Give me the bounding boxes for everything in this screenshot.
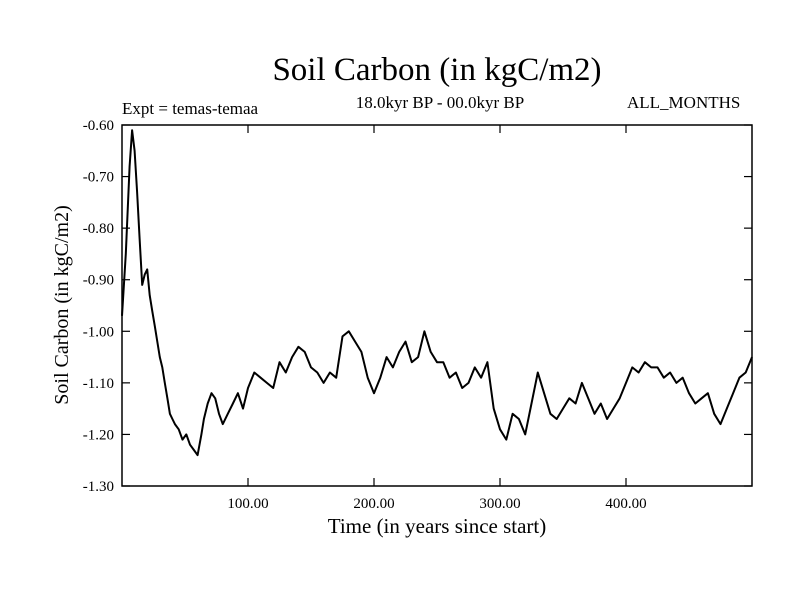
x-tick-label: 300.00: [479, 496, 520, 512]
plot-frame: [121, 124, 753, 487]
y-tick-label: -0.90: [83, 273, 114, 289]
y-axis-label: Soil Carbon (in kgC/m2): [51, 205, 73, 404]
series-line-soil-carbon: [121, 129, 753, 457]
x-tick-label: 100.00: [227, 496, 268, 512]
x-tick-label: 400.00: [605, 496, 646, 512]
x-axis-label: Time (in years since start): [328, 514, 547, 538]
chart-subtitle: 18.0kyr BP - 00.0kyr BP: [355, 93, 525, 112]
x-tick-label: 200.00: [353, 496, 394, 512]
y-tick-label: -0.70: [83, 170, 114, 186]
months-label: ALL_MONTHS: [627, 93, 741, 112]
y-tick-label: -1.00: [83, 324, 114, 340]
y-tick-label: -1.30: [83, 479, 114, 495]
chart-title: Soil Carbon (in kgC/m2): [272, 52, 602, 88]
y-tick-label: -1.10: [83, 376, 114, 392]
y-tick-label: -0.80: [83, 221, 114, 237]
x-axis: 100.00 200.00 300.00 400.00: [227, 125, 647, 512]
y-tick-label: -0.60: [83, 118, 114, 134]
y-tick-label: -1.20: [83, 427, 114, 443]
experiment-label: Expt = temas-temaa: [122, 99, 259, 118]
